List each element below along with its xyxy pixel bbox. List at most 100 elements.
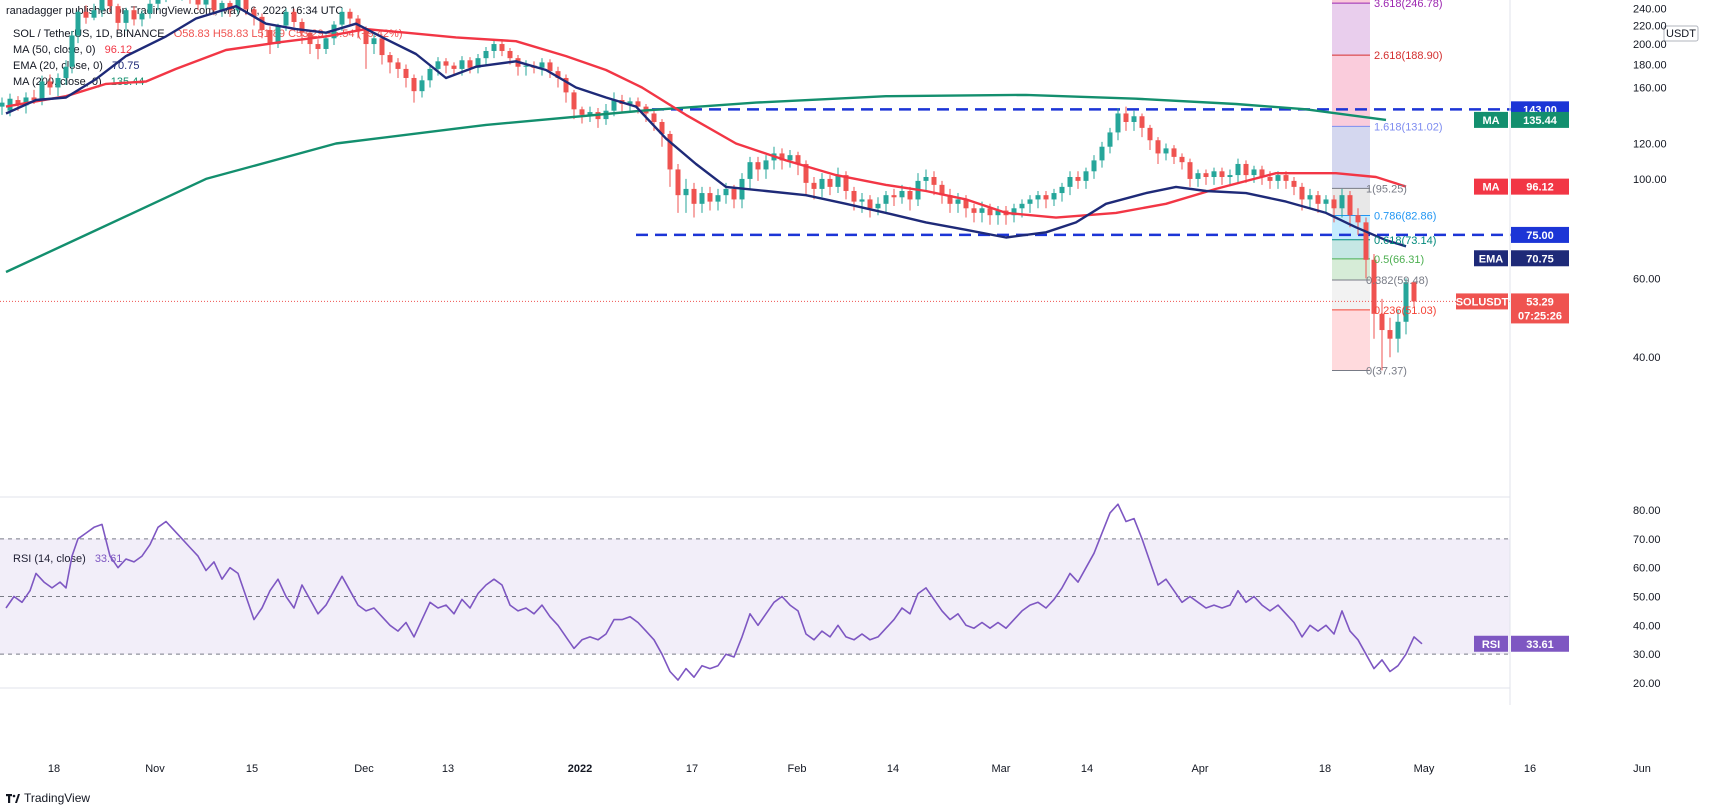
candle-body: [947, 195, 953, 204]
candle-body: [1011, 208, 1017, 216]
candle: [1091, 155, 1097, 179]
candle-body: [699, 193, 705, 204]
price-chart[interactable]: 3.618(246.78) 2.618(188.90) 1.618(131.02) 1…: [0, 0, 1717, 785]
candle-body: [283, 11, 289, 26]
fib-level-label: 1(95.25): [1366, 183, 1407, 195]
candle: [1307, 188, 1313, 209]
candle: [83, 5, 89, 24]
rsi-tick-label: 80.00: [1633, 505, 1661, 517]
candle: [307, 30, 313, 55]
candle-body: [971, 208, 977, 213]
candle: [595, 107, 601, 128]
candle-body: [69, 35, 75, 67]
candle: [491, 40, 497, 59]
ema20-legend: EMA (20, close, 0) 70.75: [13, 60, 139, 72]
ohlc-high: H58.83: [212, 28, 249, 40]
candle-body: [1275, 175, 1281, 181]
candle: [1259, 165, 1265, 185]
candle-body: [1075, 176, 1081, 181]
candle-body: [1363, 222, 1369, 260]
candle-body: [891, 195, 897, 198]
main-price-pane: 3.618(246.78) 2.618(188.90) 1.618(131.02) 1…: [0, 0, 1520, 377]
candle-body: [1091, 160, 1097, 172]
candle-body: [579, 109, 585, 115]
currency-label: USDT: [1666, 28, 1696, 40]
price-tick-label: 220.00: [1633, 21, 1667, 33]
time-tick-label: 17: [686, 763, 698, 775]
candle-body: [435, 61, 441, 69]
candle: [691, 182, 697, 218]
fib-level-label: 0(37.37): [1366, 365, 1407, 377]
candle-body: [1339, 195, 1345, 209]
candle-body: [987, 208, 993, 216]
candle: [181, 0, 183, 1]
candle: [547, 59, 553, 78]
ema20-price-tag-name-box: [1474, 250, 1508, 267]
tradingview-logo-icon: [6, 794, 20, 803]
candle-body: [819, 178, 825, 189]
fib-level-label: 2.618(188.90): [1374, 50, 1443, 62]
fib-level-label: 1.618(131.02): [1374, 121, 1443, 133]
ma50-price-tag-name: MA: [1482, 182, 1499, 194]
candle-body: [475, 58, 481, 68]
candle-body: [1251, 169, 1257, 176]
candle-body: [1171, 148, 1177, 157]
rsi-tag-box: [1511, 635, 1569, 652]
candle: [107, 0, 113, 12]
candle-body: [1347, 195, 1353, 216]
candle: [331, 21, 337, 46]
time-tick-label: Mar: [992, 763, 1011, 775]
price-tick-label: 100.00: [1633, 174, 1667, 186]
candle: [347, 8, 353, 26]
candle-body: [1059, 186, 1065, 194]
candle: [715, 188, 721, 211]
candle-body: [691, 188, 697, 204]
symbol-tag-box: [1456, 293, 1508, 310]
candle: [267, 26, 273, 55]
candle-body: [1387, 330, 1393, 339]
fib-zone: [1332, 239, 1370, 259]
candle: [747, 156, 753, 189]
candle-body: [63, 66, 69, 78]
candle-body: [1195, 173, 1201, 179]
fib-level-label: 0.618(73.14): [1374, 235, 1436, 247]
ema20-price-tag-box: [1511, 250, 1569, 267]
candle-body: [251, 9, 257, 17]
ma50-legend: MA (50, close, 0) 96.12: [13, 44, 132, 56]
candle: [467, 57, 473, 74]
candle-body: [651, 113, 657, 122]
candle: [1083, 167, 1089, 189]
candle-body: [779, 153, 785, 161]
candle-body: [291, 11, 297, 22]
candle-body: [523, 65, 529, 67]
candle-body: [155, 0, 161, 4]
candle-body: [227, 2, 233, 11]
candle-body: [899, 190, 905, 198]
candle-body: [851, 190, 857, 202]
ma200-price-tag: MA 135.44: [1474, 111, 1569, 128]
candle: [451, 62, 457, 76]
last-price-value: 53.29: [1526, 296, 1554, 308]
candle-body: [419, 80, 425, 92]
candle-body: [787, 155, 793, 161]
candle: [155, 0, 161, 11]
candle: [1227, 169, 1233, 185]
candle-body: [715, 195, 721, 202]
candle: [139, 10, 145, 27]
candle: [1155, 137, 1161, 164]
rsi-legend-label: RSI (14, close): [13, 553, 86, 565]
currency-badge[interactable]: [1663, 25, 1699, 42]
candle-body: [379, 38, 385, 56]
ema20-legend-label: EMA (20, close, 0): [13, 60, 103, 72]
candle: [47, 74, 53, 95]
axis-layer: USDT260.00240.00220.00200.00180.00160.00…: [0, 0, 1699, 775]
ma200-price-tag-value: 135.44: [1523, 115, 1558, 127]
candle-body: [627, 101, 633, 104]
candle-body: [1355, 215, 1361, 223]
candle-body: [339, 11, 345, 25]
rsi-tag-value: 33.61: [1526, 639, 1554, 651]
rsi-tag-name: RSI: [1482, 639, 1500, 651]
candle-body: [499, 44, 505, 51]
candle: [707, 186, 713, 211]
candle-body: [0, 102, 5, 107]
